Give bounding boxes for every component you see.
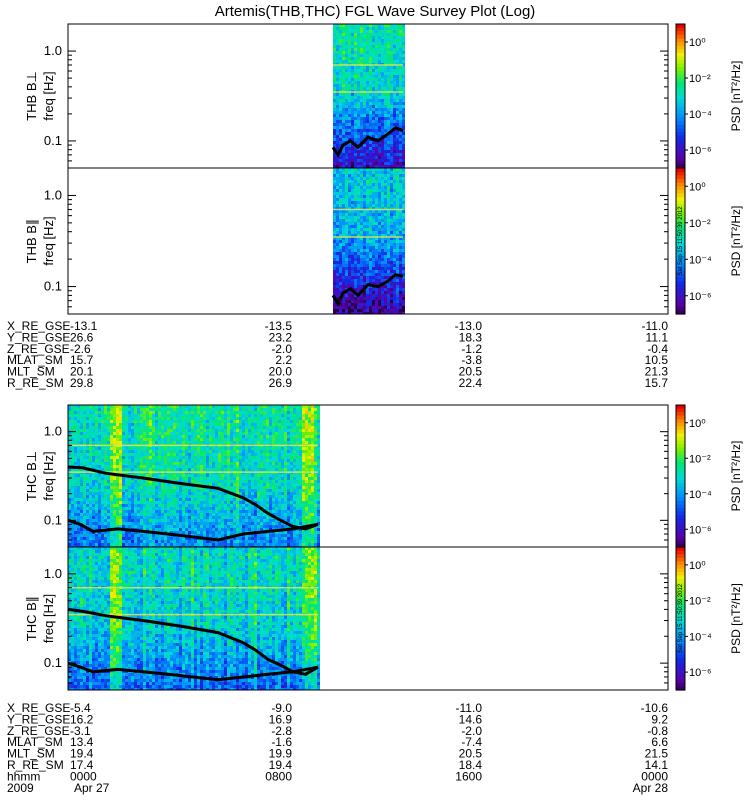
ytick-label: 0.1 <box>44 279 62 294</box>
colorbar-tick-label: 10⁰ <box>689 181 706 193</box>
colorbar: 10⁰ 10⁻² 10⁻⁴ 10⁻⁶ PSD [nT²/Hz] <box>676 24 743 169</box>
colorbar: 10⁰ 10⁻² 10⁻⁴ 10⁻⁶ PSD [nT²/Hz] Sat Sep 15 11… <box>676 168 743 315</box>
colorbar-tick-label: 10⁻² <box>689 73 711 85</box>
ytick-label: 0.1 <box>44 133 62 148</box>
colorbar-tick-label: 10⁻⁴ <box>689 631 712 643</box>
ytick-label: 0.1 <box>44 512 62 527</box>
colorbar-tick-label: 10⁻² <box>689 596 711 608</box>
ylabel-freq: freq [Hz] <box>41 451 56 500</box>
ephem-row-label: R_RE_SM <box>7 376 64 390</box>
ephem-value: 22.4 <box>459 376 483 390</box>
spectrogram-image <box>333 168 405 315</box>
ytick-label: 1.0 <box>44 424 62 439</box>
colorbar-label: PSD [nT²/Hz] <box>729 441 743 512</box>
colorbar-tick-label: 10⁻² <box>689 453 711 465</box>
colorbar-tick-label: 10⁰ <box>689 37 706 49</box>
spectrogram-panel-3: 1.0 0.1 THC B⊥freq [Hz] 10⁰ 10⁻² 10⁻⁴ 10⁻⁶ PSD … <box>24 405 743 549</box>
ytick-label: 1.0 <box>44 43 62 58</box>
ytick-label: 1.0 <box>44 187 62 202</box>
colorbar-label: PSD [nT²/Hz] <box>729 61 743 132</box>
ephem-value: 26.9 <box>269 376 293 390</box>
ylabel-freq: freq [Hz] <box>41 216 56 265</box>
ylabel-instrument: THC B⊥ <box>24 451 39 501</box>
figure-title: Artemis(THB,THC) FGL Wave Survey Plot (L… <box>215 3 536 20</box>
spectrogram-image <box>68 547 320 691</box>
ylabel-freq: freq [Hz] <box>41 594 56 643</box>
ytick-label: 0.1 <box>44 655 62 670</box>
timestamp-stamp: Sat Sep 15 11:50:39 2012 <box>678 583 684 653</box>
ephem-value: 29.8 <box>70 376 94 390</box>
colorbar-tick-label: 10⁻⁴ <box>689 254 712 266</box>
ylabel-freq: freq [Hz] <box>41 71 56 120</box>
spectrogram-panel-2: 1.0 0.1 THB B∥freq [Hz] 10⁰ 10⁻² 10⁻⁴ 10⁻⁶ PSD … <box>24 168 743 315</box>
date-row-value: Apr 27 <box>74 781 110 795</box>
colorbar-tick-label: 10⁻⁴ <box>689 489 712 501</box>
colorbar-tick-label: 10⁻⁶ <box>689 291 712 303</box>
ylabel-instrument: THB B⊥ <box>24 71 39 121</box>
colorbar-tick-label: 10⁻⁴ <box>689 109 712 121</box>
ephem-value: 0800 <box>265 769 292 783</box>
ephem-value: 1600 <box>455 769 482 783</box>
colorbar-tick-label: 10⁻⁶ <box>689 667 712 679</box>
colorbar: 10⁰ 10⁻² 10⁻⁴ 10⁻⁶ PSD [nT²/Hz] <box>676 405 743 548</box>
ylabel-instrument: THB B∥ <box>24 219 39 264</box>
spectrogram-panel-1: 1.0 0.1 THB B⊥freq [Hz] 10⁰ 10⁻² 10⁻⁴ 10⁻⁶ PSD … <box>24 24 743 169</box>
ylabel-instrument: THC B∥ <box>24 596 39 642</box>
colorbar: 10⁰ 10⁻² 10⁻⁴ 10⁻⁶ PSD [nT²/Hz] Sat Sep 15 11… <box>676 547 743 691</box>
colorbar-label: PSD [nT²/Hz] <box>729 583 743 654</box>
spectrogram-image <box>68 405 320 549</box>
spectrogram-image <box>333 24 405 168</box>
colorbar-tick-label: 10⁰ <box>689 560 706 572</box>
colorbar-tick-label: 10⁻⁶ <box>689 145 712 157</box>
colorbar-tick-label: 10⁻⁶ <box>689 524 712 536</box>
date-row-year: 2009 <box>7 781 34 795</box>
ephem-value: 15.7 <box>645 376 669 390</box>
colorbar-tick-label: 10⁰ <box>689 418 706 430</box>
colorbar-tick-label: 10⁻² <box>689 218 711 230</box>
spectrogram-panel-4: 1.0 0.1 THC B∥freq [Hz] 10⁰ 10⁻² 10⁻⁴ 10⁻⁶ PSD … <box>24 547 743 691</box>
colorbar-label: PSD [nT²/Hz] <box>729 206 743 277</box>
timestamp-stamp: Sat Sep 15 11:50:39 2012 <box>678 206 684 276</box>
date-row-value: Apr 28 <box>633 781 669 795</box>
ytick-label: 1.0 <box>44 566 62 581</box>
